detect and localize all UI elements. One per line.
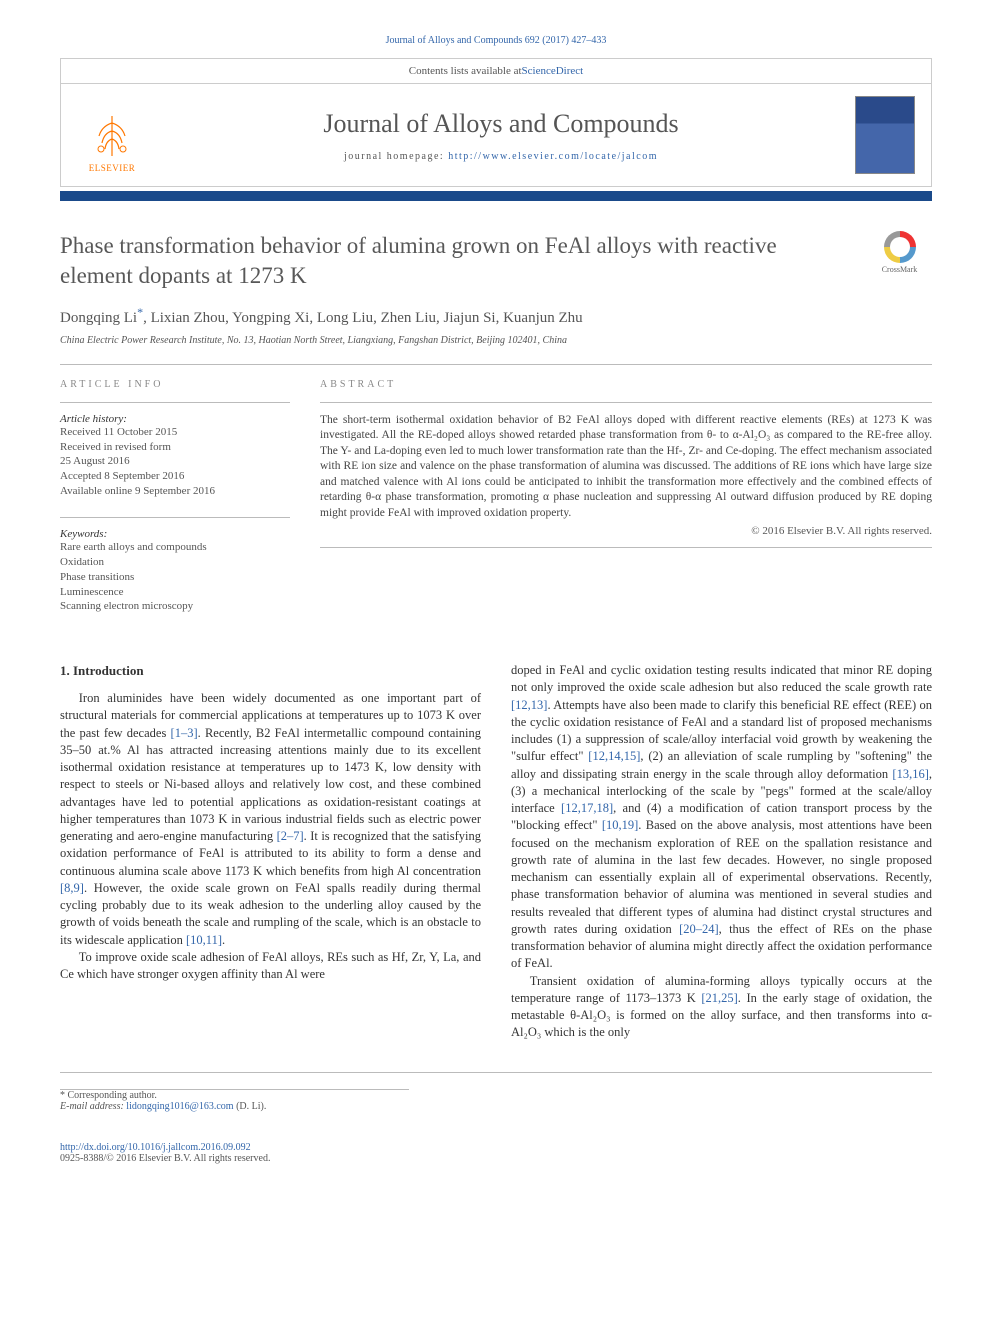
keywords-block: Keywords: Rare earth alloys and compound… <box>60 528 290 614</box>
ref-link[interactable]: [12,17,18] <box>561 801 613 815</box>
elsevier-logo: ELSEVIER <box>77 98 147 173</box>
crossmark-icon <box>884 231 916 263</box>
email-line: E-mail address: lidongqing1016@163.com (… <box>60 1101 461 1112</box>
keyword-5: Scanning electron microscopy <box>60 599 290 614</box>
corresponding-author-note: * Corresponding author. E-mail address: … <box>60 1090 461 1112</box>
article-info-label: ARTICLE INFO <box>60 379 290 390</box>
ref-link[interactable]: [13,16] <box>892 767 928 781</box>
ref-link[interactable]: [10,11] <box>186 933 222 947</box>
body-text: doped in FeAl and cyclic oxidation testi… <box>511 663 932 694</box>
authors-rest: , Lixian Zhou, Yongping Xi, Long Liu, Zh… <box>143 310 583 326</box>
ref-link[interactable]: [20–24] <box>679 922 719 936</box>
history-l4: Accepted 8 September 2016 <box>60 469 290 484</box>
journal-title-block: Journal of Alloys and Compounds journal … <box>147 109 855 162</box>
authors-line: Dongqing Li*, Lixian Zhou, Yongping Xi, … <box>60 305 932 327</box>
intro-heading: 1. Introduction <box>60 662 481 680</box>
history-head: Article history: <box>60 413 290 425</box>
ref-link[interactable]: [2–7] <box>277 829 304 843</box>
email-suffix: (D. Li). <box>234 1101 267 1112</box>
body-paragraph: doped in FeAl and cyclic oxidation testi… <box>511 662 932 973</box>
history-l3: 25 August 2016 <box>60 454 290 469</box>
ref-link[interactable]: [12,14,15] <box>588 749 640 763</box>
info-abstract-row: ARTICLE INFO Article history: Received 1… <box>60 379 932 632</box>
article-title: Phase transformation behavior of alumina… <box>60 231 847 291</box>
body-text: . Recently, B2 FeAl intermetallic compou… <box>60 726 481 844</box>
body-column-left: 1. Introduction Iron aluminides have bee… <box>60 662 481 1042</box>
crossmark-label: CrossMark <box>882 265 918 274</box>
keyword-3: Phase transitions <box>60 570 290 585</box>
sciencedirect-link[interactable]: ScienceDirect <box>522 65 584 77</box>
article-info-column: ARTICLE INFO Article history: Received 1… <box>60 379 290 632</box>
keyword-4: Luminescence <box>60 585 290 600</box>
homepage-link[interactable]: http://www.elsevier.com/locate/jalcom <box>448 151 658 162</box>
ref-link[interactable]: [1–3] <box>171 726 198 740</box>
abs-rule-bottom <box>320 547 932 548</box>
email-label: E-mail address: <box>60 1101 126 1112</box>
info-rule <box>60 402 290 403</box>
abstract-label: ABSTRACT <box>320 379 932 390</box>
ref-link[interactable]: [8,9] <box>60 881 84 895</box>
accent-bar <box>60 191 932 201</box>
keyword-2: Oxidation <box>60 555 290 570</box>
affiliation: China Electric Power Research Institute,… <box>60 335 932 346</box>
ref-link[interactable]: [21,25] <box>701 991 737 1005</box>
divider-top <box>60 364 932 365</box>
body-text: . <box>222 933 225 947</box>
author-corresponding: Dongqing Li <box>60 310 137 326</box>
body-paragraph: Transient oxidation of alumina-forming a… <box>511 973 932 1042</box>
body-paragraph: Iron aluminides have been widely documen… <box>60 690 481 949</box>
title-row: Phase transformation behavior of alumina… <box>60 231 932 291</box>
journal-homepage: journal homepage: http://www.elsevier.co… <box>147 151 855 162</box>
ref-link[interactable]: [10,19] <box>602 818 638 832</box>
abstract-column: ABSTRACT The short-term isothermal oxida… <box>320 379 932 632</box>
issn-copyright: 0925-8388/© 2016 Elsevier B.V. All right… <box>60 1153 932 1164</box>
homepage-prefix: journal homepage: <box>344 151 448 162</box>
body-column-right: doped in FeAl and cyclic oxidation testi… <box>511 662 932 1042</box>
body-paragraph: To improve oxide scale adhesion of FeAl … <box>60 949 481 984</box>
body-columns: 1. Introduction Iron aluminides have bee… <box>60 662 932 1042</box>
copyright-line: © 2016 Elsevier B.V. All rights reserved… <box>320 525 932 537</box>
history-l1: Received 11 October 2015 <box>60 425 290 440</box>
info-rule-2 <box>60 517 290 518</box>
body-text: . Based on the above analysis, most atte… <box>511 818 932 936</box>
abs-rule <box>320 402 932 403</box>
keywords-head: Keywords: <box>60 528 290 540</box>
journal-name: Journal of Alloys and Compounds <box>147 109 855 139</box>
contents-available: Contents lists available at ScienceDirec… <box>61 59 931 84</box>
email-link[interactable]: lidongqing1016@163.com <box>126 1101 233 1112</box>
doi-row: http://dx.doi.org/10.1016/j.jallcom.2016… <box>60 1142 932 1153</box>
citation-line: Journal of Alloys and Compounds 692 (201… <box>60 35 932 46</box>
ref-link[interactable]: [12,13] <box>511 698 547 712</box>
history-l5: Available online 9 September 2016 <box>60 484 290 499</box>
body-text: . However, the oxide scale grown on FeAl… <box>60 881 481 947</box>
footer-block: * Corresponding author. E-mail address: … <box>60 1072 932 1164</box>
corr-author-label: * Corresponding author. <box>60 1090 461 1101</box>
doi-link[interactable]: http://dx.doi.org/10.1016/j.jallcom.2016… <box>60 1142 251 1153</box>
abstract-text: The short-term isothermal oxidation beha… <box>320 413 932 522</box>
elsevier-tree-icon <box>87 111 137 161</box>
header-main-row: ELSEVIER Journal of Alloys and Compounds… <box>61 84 931 186</box>
elsevier-label: ELSEVIER <box>89 163 136 173</box>
contents-prefix: Contents lists available at <box>409 65 522 77</box>
keyword-1: Rare earth alloys and compounds <box>60 540 290 555</box>
history-l2: Received in revised form <box>60 440 290 455</box>
history-block: Article history: Received 11 October 201… <box>60 413 290 499</box>
crossmark-badge[interactable]: CrossMark <box>867 231 932 281</box>
journal-header: Contents lists available at ScienceDirec… <box>60 58 932 187</box>
journal-cover-thumb <box>855 96 915 174</box>
